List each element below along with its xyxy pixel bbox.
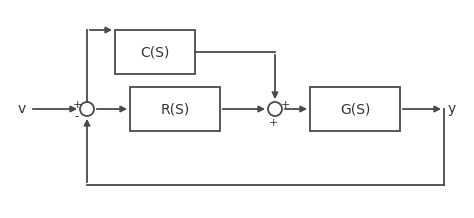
Text: +: + [280, 100, 290, 110]
Circle shape [268, 102, 282, 116]
FancyBboxPatch shape [115, 30, 195, 74]
FancyBboxPatch shape [130, 87, 220, 131]
FancyBboxPatch shape [310, 87, 400, 131]
Text: y: y [448, 102, 456, 116]
Circle shape [80, 102, 94, 116]
Text: R(S): R(S) [160, 102, 190, 116]
Text: G(S): G(S) [340, 102, 370, 116]
Text: +: + [73, 100, 82, 110]
Text: +: + [268, 118, 278, 128]
Text: v: v [18, 102, 26, 116]
Text: -: - [75, 111, 79, 124]
Text: C(S): C(S) [140, 45, 170, 59]
